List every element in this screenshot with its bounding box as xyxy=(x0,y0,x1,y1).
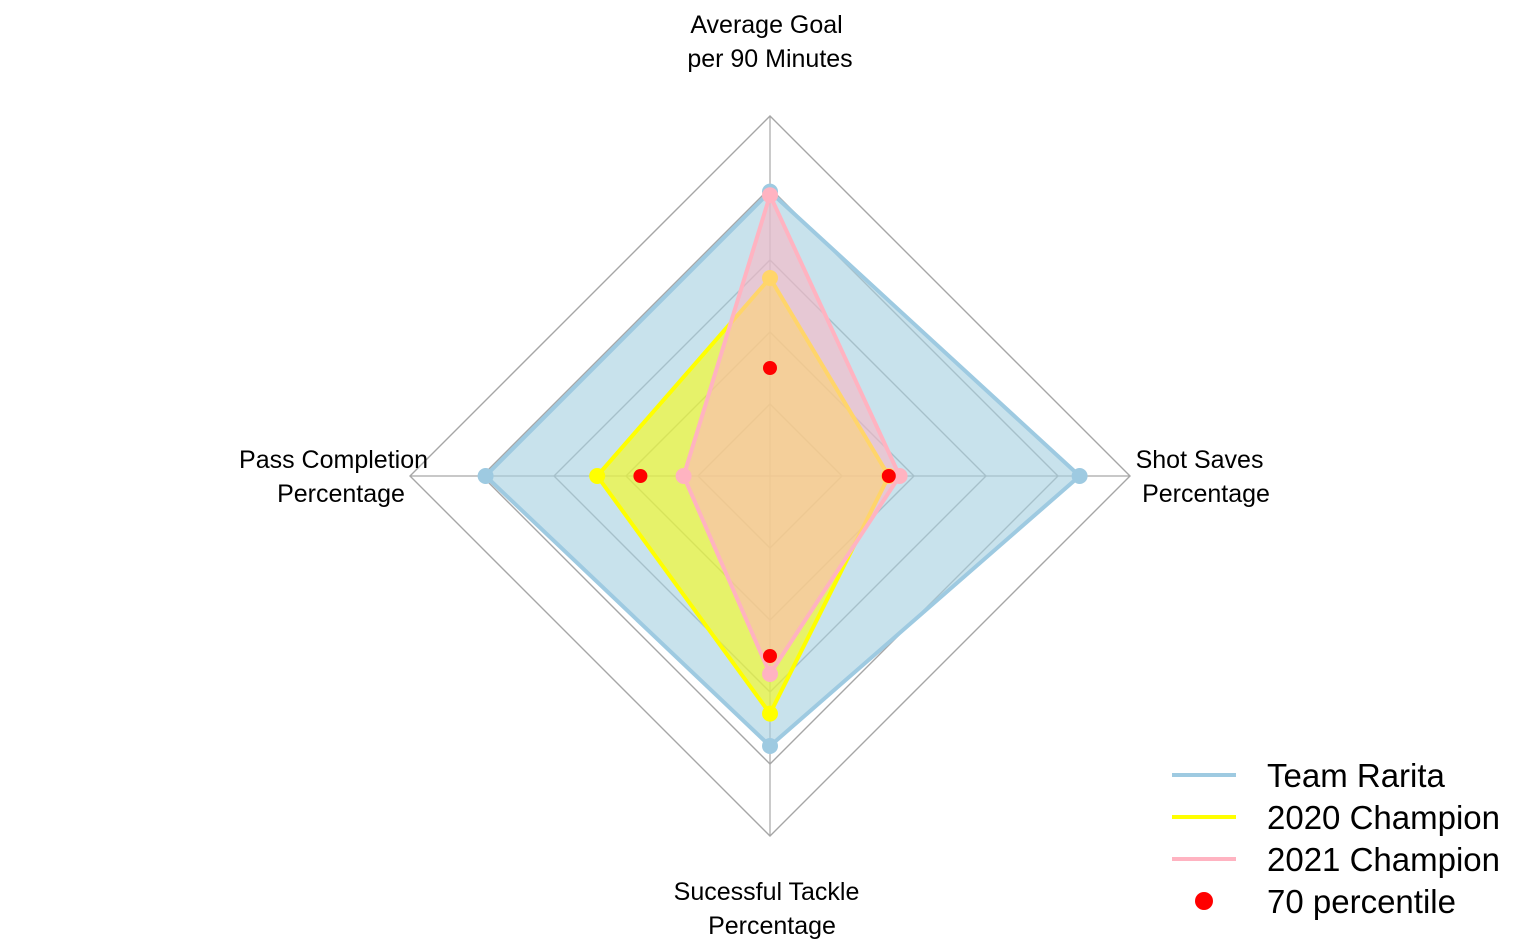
percentile-point-4 xyxy=(633,469,648,483)
legend-label-2021-champion: 2021 Champion xyxy=(1267,841,1500,878)
legend-label-70-percentile: 70 percentile xyxy=(1267,883,1456,920)
series-area-2021-champion xyxy=(683,195,900,674)
axis-label-bottom: Sucessful Tackle Percentage xyxy=(674,878,867,940)
axis-label-left-line2: Percentage xyxy=(277,480,405,508)
axis-label-bottom-line1: Sucessful Tackle xyxy=(674,878,860,906)
percentile-point-3 xyxy=(763,649,777,663)
legend-label-team-rarita: Team Rarita xyxy=(1267,757,1446,794)
percentile-point-2 xyxy=(881,469,896,483)
legend-marker-70-percentile xyxy=(1195,892,1213,910)
percentile-point-1 xyxy=(763,361,777,375)
axis-label-top-line1: Average Goal xyxy=(690,11,842,39)
axis-labels: Average Goal per 90 Minutes Shot Saves P… xyxy=(239,11,1270,940)
axis-label-bottom-line2: Percentage xyxy=(708,912,836,940)
percentile-markers xyxy=(633,361,896,663)
series-layer xyxy=(477,183,1088,754)
axis-label-right-line1: Shot Saves xyxy=(1136,446,1264,474)
legend-label-2020-champion: 2020 Champion xyxy=(1267,799,1500,836)
axis-label-left: Pass Completion Percentage xyxy=(239,446,435,508)
series-point-2021-champion-1 xyxy=(762,187,778,204)
legend: Team Rarita 2020 Champion 2021 Champion … xyxy=(1172,757,1500,920)
axis-label-right: Shot Saves Percentage xyxy=(1136,446,1271,508)
series-point-team-rarita-4 xyxy=(477,468,494,484)
series-point-2021-champion-2 xyxy=(891,468,908,484)
axis-label-top-line2: per 90 Minutes xyxy=(687,45,852,73)
axis-label-left-line1: Pass Completion xyxy=(239,446,428,474)
series-point-2021-champion-4 xyxy=(675,468,692,484)
axis-label-right-line2: Percentage xyxy=(1142,480,1270,508)
series-point-2021-champion-3 xyxy=(762,666,778,682)
series-point-2020-champion-4 xyxy=(589,468,606,484)
series-point-team-rarita-2 xyxy=(1071,468,1088,484)
series-point-2020-champion-3 xyxy=(762,705,778,722)
series-point-team-rarita-3 xyxy=(762,738,778,754)
axis-label-top: Average Goal per 90 Minutes xyxy=(687,11,852,73)
